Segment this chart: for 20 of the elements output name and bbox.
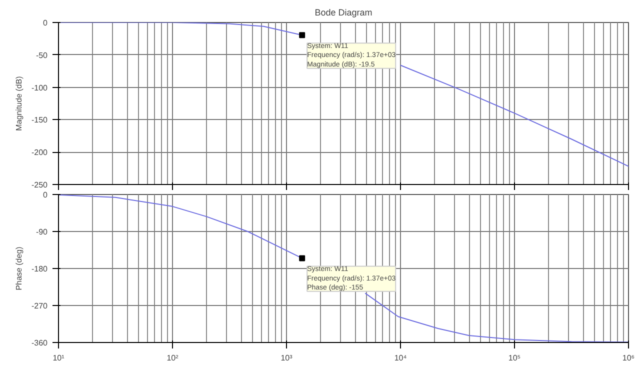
y-axis-title: Phase (deg)	[14, 246, 24, 290]
y-tick-label: -100	[31, 83, 48, 92]
y-axis-title: Magnitude (dB)	[14, 76, 24, 131]
x-tick-label: 10²	[166, 354, 179, 362]
y-tick-label: -360	[31, 338, 48, 348]
x-tick-label: 10⁶	[622, 354, 635, 362]
x-tick-label: 10⁴	[394, 354, 408, 362]
y-tick-label: -200	[31, 148, 48, 158]
y-tick-label: -90	[36, 228, 48, 236]
y-tick-label: -150	[31, 116, 48, 125]
x-tick-label: 10³	[280, 354, 293, 362]
y-tick-label: -50	[36, 50, 48, 60]
y-tick-label: -180	[31, 264, 48, 274]
chart-title: Bode Diagram	[314, 8, 372, 18]
y-tick-label: 0	[43, 18, 48, 28]
y-tick-label: 0	[43, 190, 48, 200]
x-tick-label: 10¹	[52, 354, 65, 362]
x-tick-label: 10⁵	[508, 354, 521, 362]
y-tick-label: -250	[31, 180, 48, 190]
y-tick-label: -270	[31, 302, 48, 310]
